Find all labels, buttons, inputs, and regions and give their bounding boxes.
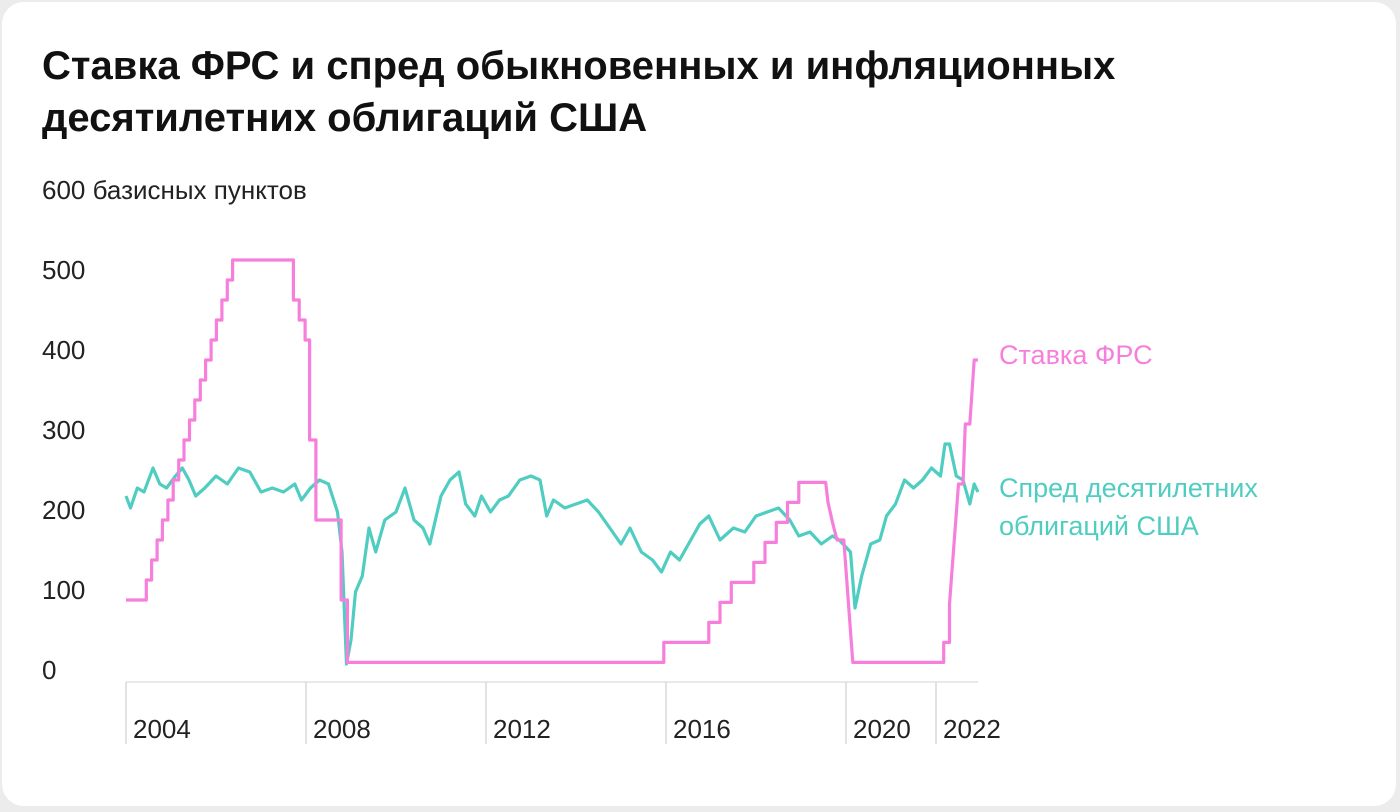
- series-label: Ставка ФРС: [999, 340, 1153, 370]
- series-line: [124, 442, 980, 666]
- x-tick-label: 2012: [493, 714, 551, 744]
- y-tick-label: 200: [42, 495, 85, 525]
- y-tick-label: 300: [42, 415, 85, 445]
- y-tick-label: 500: [42, 255, 85, 285]
- y-tick-label: 400: [42, 335, 85, 365]
- series-line: [126, 258, 978, 664]
- x-tick-label: 2022: [943, 714, 1001, 744]
- y-tick-label: 600 базисных пунктов: [42, 175, 307, 205]
- series-label: Спред десятилетних облигаций США: [999, 473, 1258, 541]
- x-tick-label: 2020: [853, 714, 911, 744]
- y-tick-label: 100: [42, 575, 85, 605]
- x-tick-label: 2008: [313, 714, 371, 744]
- y-tick-label: 0: [42, 655, 56, 685]
- x-tick-label: 2016: [673, 714, 731, 744]
- x-tick-label: 2004: [133, 714, 191, 744]
- chart-title: Ставка ФРС и спред обыкновенных и инфляц…: [42, 44, 1116, 140]
